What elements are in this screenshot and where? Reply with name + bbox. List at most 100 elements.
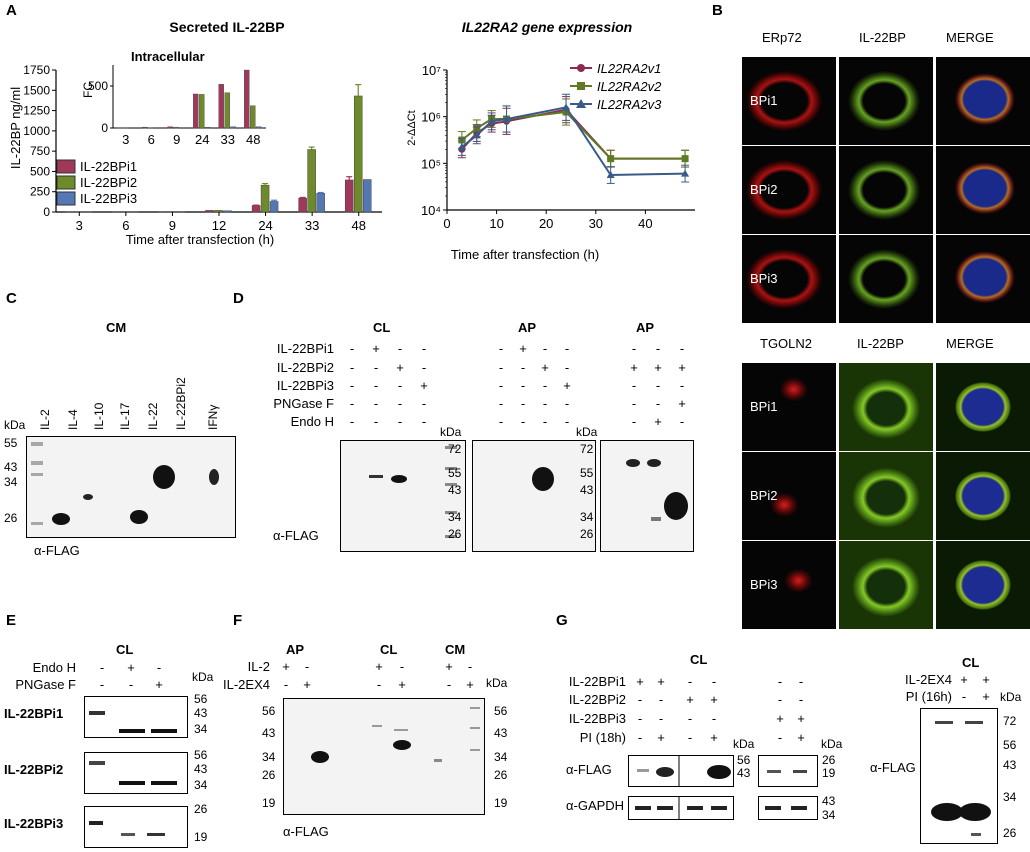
sign-d-0-4-0: - [345,414,359,429]
western-blot-d-ap1 [472,440,596,552]
confocal-bottom-m-0 [936,363,1030,451]
x-tick-label: 48 [351,218,365,233]
x-tick-label: 3 [76,218,83,233]
kda-label: kDa [486,676,507,690]
sign-f-0-4: + [442,659,456,674]
confocal-bottom-m-2 [936,541,1030,629]
sign-d-1-1-2: + [538,360,552,375]
point-IL22RA2v2 [682,155,689,162]
legend-label: IL22RA2v1 [597,61,661,76]
sign-d-2-2-0: - [627,378,641,393]
mw-marker: 34 [822,808,835,822]
confocal-top-r-0: BPi1 [742,57,836,145]
blot-g-title: CL [690,652,707,667]
sign-d-2-1-2: + [675,360,689,375]
b-row-label: BPi1 [750,93,777,108]
mw-marker: 34 [194,722,207,736]
sign-g-2-4: + [773,711,787,726]
inset-bar-IL-22BPi1-48 [244,70,249,128]
sign-g-2-5: + [794,711,808,726]
mw-marker-right: 19 [494,796,507,810]
panel-label-c: C [6,290,17,307]
mw-marker: 26 [194,802,207,816]
blot-f-title-cl: CL [380,642,397,657]
legend-label-i2: IL-22BPi2 [80,175,137,190]
d-row-label: IL-22BPi3 [226,378,334,393]
bar-IL-22BPi3-48 [363,180,371,212]
sign-d-0-0-3: - [417,341,431,356]
antibody-label: α-FLAG [273,528,319,543]
inset-bar-IL-22BPi2-24 [199,94,204,128]
sign-d-1-3-2: - [538,396,552,411]
y-tick-label: 1750 [23,63,50,77]
mw-marker: 43 [737,766,750,780]
band [89,821,103,825]
lane-label: IL-10 [92,403,106,430]
antibody-label-gapdh: α-GAPDH [566,798,624,813]
inset-x-tick-label: 6 [148,132,155,147]
y-tick-label: 10⁶ [421,110,441,125]
d-row-label: IL-22BPi2 [226,360,334,375]
sign-g-3-3: + [707,730,721,745]
confocal-top-g-1 [839,146,933,234]
confocal-bottom-r-0: BPi1 [742,363,836,451]
inset-y-tick-label: 500 [88,79,108,93]
kda-label: kDa [1000,690,1021,704]
sign-d-2-4-0: - [627,414,641,429]
mw-marker: 72 [1003,714,1016,728]
bar-IL-22BPi1-24 [252,206,260,212]
sign-d-1-1-1: - [516,360,530,375]
sign-f-1-5: + [463,677,477,692]
band [151,781,177,785]
mw-marker-b: 43 [580,483,593,497]
lane-label: IL-4 [66,409,80,430]
band [89,761,105,765]
inset-bar-IL-22BPi2-33 [225,93,230,128]
mw-marker-left: 43 [262,726,275,740]
x-tick-label: 9 [169,218,176,233]
mw-marker: 43 [194,706,207,720]
y-tick-label: 500 [30,164,50,178]
inset-bar-IL-22BPi2-9 [174,127,179,128]
panel-label-g: G [556,612,568,629]
band [119,729,145,733]
band [147,833,165,836]
confocal-top-r-2: BPi3 [742,235,836,323]
confocal-bottom-g-0 [839,363,933,451]
blot-f-title-ap: AP [286,642,304,657]
b-row-label-2: BPi3 [750,577,777,592]
mw-marker-b: 34 [580,510,593,524]
inset-x-tick-label: 9 [173,132,180,147]
sign-g-1-5: - [794,692,808,707]
bar-IL-22BPi2-33 [308,150,316,212]
inset-bar-IL-22BPi3-24 [205,127,210,128]
sign-d-2-2-1: - [651,378,665,393]
g-row-label: IL-22BPi2 [540,692,626,707]
band [151,729,177,733]
confocal-top-m-0 [936,57,1030,145]
bar-IL-22BPi3-24 [270,201,278,212]
sign-g-1-3: + [707,692,721,707]
chart-title: Secreted IL-22BP [169,19,284,35]
confocal-top-m-1 [936,146,1030,234]
inset-x-tick-label: 3 [122,132,129,147]
sign-d-0-4-1: - [369,414,383,429]
sign-g-0-1: + [654,674,668,689]
g-row-label: IL-22BPi3 [540,711,626,726]
e-row-label: PNGase F [0,677,76,692]
bar-IL-22BPi2-48 [354,96,362,212]
confocal-top-g-0 [839,57,933,145]
legend-swatch-i1 [57,160,75,173]
sign-f-0-3: - [395,659,409,674]
mw-marker: 34 [194,778,207,792]
y-tick-label: 10⁷ [422,63,441,78]
kda-label-2: kDa [576,425,597,439]
y-tick-label: 10⁴ [421,203,441,218]
blot-d-title-cl: CL [373,320,390,335]
bar-IL-22BPi3-12 [224,211,232,212]
blot-g2-title: CL [962,655,979,670]
blot-c-title: CM [106,320,126,335]
sign-d-1-3-1: - [516,396,530,411]
sign-d-0-0-1: + [369,341,383,356]
mw-marker: 26 [4,511,17,525]
